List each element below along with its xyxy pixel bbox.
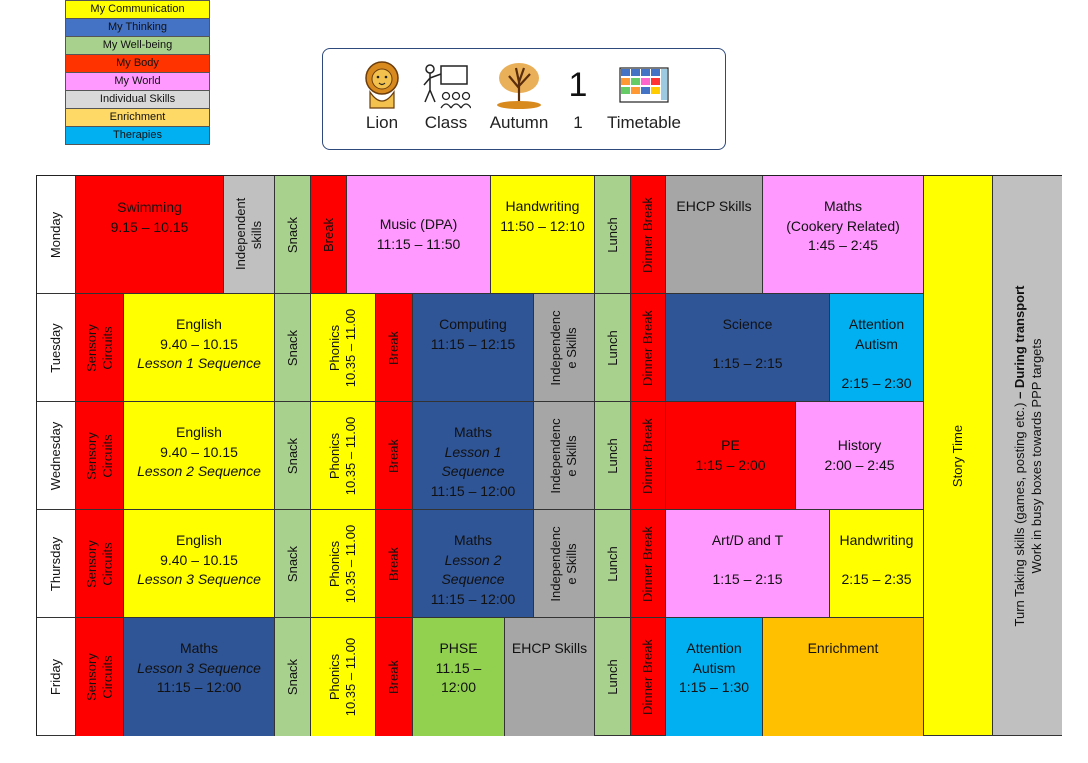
lion-icon bbox=[359, 59, 405, 111]
symbol-label: Lion bbox=[365, 113, 399, 132]
monday-ehcp-skills: EHCP Skills bbox=[666, 176, 763, 294]
tuesday-snack: Snack bbox=[275, 294, 311, 402]
wednesday-history: History 2:00 – 2:45 bbox=[796, 402, 924, 510]
class-teacher-icon bbox=[419, 59, 473, 111]
thursday-maths: Maths Lesson 2 Sequence 11:15 – 12:00 bbox=[413, 510, 534, 618]
subject-legend: My Communication My Thinking My Well-bei… bbox=[65, 0, 210, 145]
wednesday-phonics: Phonics 10.35 – 11.00 bbox=[311, 402, 376, 510]
friday-lunch: Lunch bbox=[595, 618, 631, 736]
friday-attention-autism: Attention Autism 1:15 – 1:30 bbox=[666, 618, 763, 736]
symbol-timetable: Timetable bbox=[603, 59, 685, 133]
story-time: Story Time bbox=[924, 176, 993, 736]
day-label-tuesday: Tuesday bbox=[37, 294, 76, 402]
symbol-autumn: Autumn bbox=[487, 59, 551, 133]
day-label-friday: Friday bbox=[37, 618, 76, 736]
wednesday-pe: PE 1:15 – 2:00 bbox=[666, 402, 796, 510]
wednesday-english: English 9.40 – 10.15 Lesson 2 Sequence bbox=[124, 402, 275, 510]
symbol-label: Timetable bbox=[606, 113, 681, 132]
transport-text: Turn Taking skills (games, posting etc.) bbox=[1011, 398, 1027, 626]
friday-sensory-circuits: Sensory Circuits bbox=[76, 618, 124, 736]
tuesday-lunch: Lunch bbox=[595, 294, 631, 402]
thursday-snack: Snack bbox=[275, 510, 311, 618]
thursday-handwriting: Handwriting 2:15 – 2:35 bbox=[830, 510, 924, 618]
transport-skills: Turn Taking skills (games, posting etc.)… bbox=[993, 176, 1062, 736]
legend-item: My Communication bbox=[66, 1, 209, 19]
friday-enrichment: Enrichment bbox=[763, 618, 924, 736]
thursday-phonics: Phonics 10.35 – 11.00 bbox=[311, 510, 376, 618]
friday-snack: Snack bbox=[275, 618, 311, 736]
tuesday-dinner-break: Dinner Break bbox=[631, 294, 666, 402]
monday-swimming: Swimming 9.15 – 10.15 bbox=[76, 176, 224, 294]
symbol-label: 1 bbox=[573, 113, 583, 132]
thursday-break: Break bbox=[376, 510, 413, 618]
thursday-sensory-circuits: Sensory Circuits bbox=[76, 510, 124, 618]
thursday-art-dt: Art/D and T 1:15 – 2:15 bbox=[666, 510, 830, 618]
monday-music: Music (DPA) 11:15 – 11:50 bbox=[347, 176, 491, 294]
legend-item: My World bbox=[66, 73, 209, 91]
timetable-title-box: Lion Class Autumn 1 bbox=[322, 48, 726, 150]
wednesday-dinner-break: Dinner Break bbox=[631, 402, 666, 510]
monday-handwriting: Handwriting 11:50 – 12:10 bbox=[491, 176, 595, 294]
symbol-lion: Lion bbox=[359, 59, 405, 133]
tuesday-attention-autism: Attention Autism 2:15 – 2:30 bbox=[830, 294, 924, 402]
monday-break: Break bbox=[311, 176, 347, 294]
monday-snack: Snack bbox=[275, 176, 311, 294]
monday-independent-skills: Independent skills bbox=[224, 176, 275, 294]
monday-maths-cookery: Maths (Cookery Related) 1:45 – 2:45 bbox=[763, 176, 924, 294]
friday-break: Break bbox=[376, 618, 413, 736]
day-label-monday: Monday bbox=[37, 176, 76, 294]
legend-item: My Thinking bbox=[66, 19, 209, 37]
weekly-timetable: Monday Tuesday Wednesday Thursday Friday… bbox=[36, 175, 1062, 736]
legend-item: Therapies bbox=[66, 127, 209, 145]
wednesday-independence-skills: Independenc e Skills bbox=[534, 402, 595, 510]
wednesday-break: Break bbox=[376, 402, 413, 510]
legend-item: My Well-being bbox=[66, 37, 209, 55]
friday-phse: PHSE 11.15 –12:00 bbox=[413, 618, 505, 736]
tuesday-science: Science 1:15 – 2:15 bbox=[666, 294, 830, 402]
thursday-independence-skills: Independenc e Skills bbox=[534, 510, 595, 618]
autumn-tree-icon bbox=[487, 59, 551, 111]
friday-phonics: Phonics 10.35 – 11.00 bbox=[311, 618, 376, 736]
wednesday-lunch: Lunch bbox=[595, 402, 631, 510]
tuesday-sensory-circuits: Sensory Circuits bbox=[76, 294, 124, 402]
day-label-wednesday: Wednesday bbox=[37, 402, 76, 510]
wednesday-snack: Snack bbox=[275, 402, 311, 510]
tuesday-break: Break bbox=[376, 294, 413, 402]
transport-text-bold: – During transport bbox=[1011, 285, 1027, 399]
tuesday-independence-skills: Independenc e Skills bbox=[534, 294, 595, 402]
number-one-icon: 1 bbox=[563, 59, 593, 111]
symbol-number-one: 1 1 bbox=[563, 59, 593, 133]
friday-maths: Maths Lesson 3 Sequence 11:15 – 12:00 bbox=[124, 618, 275, 736]
legend-item: My Body bbox=[66, 55, 209, 73]
wednesday-sensory-circuits: Sensory Circuits bbox=[76, 402, 124, 510]
wednesday-maths: Maths Lesson 1 Sequence 11:15 – 12:00 bbox=[413, 402, 534, 510]
legend-item: Enrichment bbox=[66, 109, 209, 127]
monday-dinner-break: Dinner Break bbox=[631, 176, 666, 294]
symbol-label: Class bbox=[424, 113, 468, 132]
thursday-english: English 9.40 – 10.15 Lesson 3 Sequence bbox=[124, 510, 275, 618]
number-glyph: 1 bbox=[568, 65, 588, 104]
monday-lunch: Lunch bbox=[595, 176, 631, 294]
transport-text-2: Work in busy boxes towards PPP targets bbox=[1028, 337, 1044, 574]
tuesday-english: English 9.40 – 10.15 Lesson 1 Sequence bbox=[124, 294, 275, 402]
tuesday-computing: Computing 11:15 – 12:15 bbox=[413, 294, 534, 402]
thursday-dinner-break: Dinner Break bbox=[631, 510, 666, 618]
day-label-thursday: Thursday bbox=[37, 510, 76, 618]
tuesday-phonics: Phonics 10.35 – 11.00 bbox=[311, 294, 376, 402]
legend-item: Individual Skills bbox=[66, 91, 209, 109]
timetable-grid-icon bbox=[603, 59, 685, 111]
symbol-label: Autumn bbox=[489, 113, 549, 132]
friday-ehcp-skills: EHCP Skills bbox=[505, 618, 595, 736]
friday-dinner-break: Dinner Break bbox=[631, 618, 666, 736]
symbol-class: Class bbox=[419, 59, 473, 133]
thursday-lunch: Lunch bbox=[595, 510, 631, 618]
